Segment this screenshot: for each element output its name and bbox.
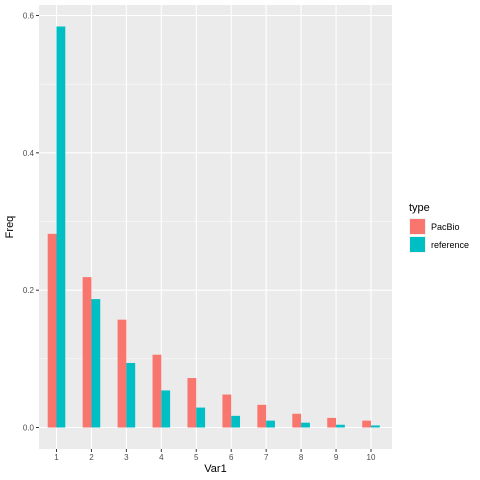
y-tick-label: 0.4 xyxy=(23,149,35,158)
x-tick-label: 9 xyxy=(334,453,339,462)
x-axis-title: Var1 xyxy=(204,463,226,475)
y-axis-title: Freq xyxy=(4,216,16,239)
bar-pacbio-1 xyxy=(47,233,57,428)
bars xyxy=(47,26,380,428)
x-tick-label: 3 xyxy=(124,453,129,462)
bar-reference-4 xyxy=(161,390,171,428)
x-tick-label: 4 xyxy=(159,453,164,462)
legend-key-pacbio xyxy=(410,219,425,234)
bar-reference-5 xyxy=(196,407,206,428)
legend: type PacBio reference xyxy=(409,202,469,253)
x-tick-label: 2 xyxy=(89,453,94,462)
bar-pacbio-9 xyxy=(327,417,337,428)
bar-pacbio-8 xyxy=(292,413,302,428)
y-axis-ticks: 0.0 0.2 0.4 0.6 xyxy=(23,12,39,433)
x-tick-label: 8 xyxy=(299,453,304,462)
bar-reference-3 xyxy=(126,362,136,428)
bar-pacbio-6 xyxy=(222,394,232,428)
bar-reference-2 xyxy=(91,299,101,428)
legend-title: type xyxy=(409,202,430,214)
bar-reference-10 xyxy=(371,425,380,428)
y-tick-label: 0.2 xyxy=(23,286,35,295)
x-tick-label: 10 xyxy=(367,453,376,462)
legend-label-reference: reference xyxy=(431,240,469,250)
bar-pacbio-2 xyxy=(82,277,92,428)
y-tick-label: 0.0 xyxy=(23,424,35,433)
bar-reference-7 xyxy=(266,420,275,428)
bar-pacbio-3 xyxy=(117,319,127,428)
bar-reference-6 xyxy=(231,415,241,428)
bar-pacbio-5 xyxy=(187,378,197,428)
bar-pacbio-4 xyxy=(152,354,162,428)
x-tick-label: 6 xyxy=(229,453,234,462)
x-tick-label: 5 xyxy=(194,453,199,462)
bar-pacbio-7 xyxy=(257,404,267,428)
x-axis-ticks: 1 2 3 4 5 6 7 8 9 10 xyxy=(54,449,376,462)
legend-label-pacbio: PacBio xyxy=(431,222,460,232)
bar-reference-9 xyxy=(336,424,345,428)
x-tick-label: 1 xyxy=(54,453,59,462)
y-tick-label: 0.6 xyxy=(23,12,35,21)
legend-key-reference xyxy=(410,237,425,252)
bar-reference-8 xyxy=(301,422,310,428)
x-tick-label: 7 xyxy=(264,453,269,462)
bar-reference-1 xyxy=(56,26,66,428)
bar-pacbio-10 xyxy=(362,420,371,428)
